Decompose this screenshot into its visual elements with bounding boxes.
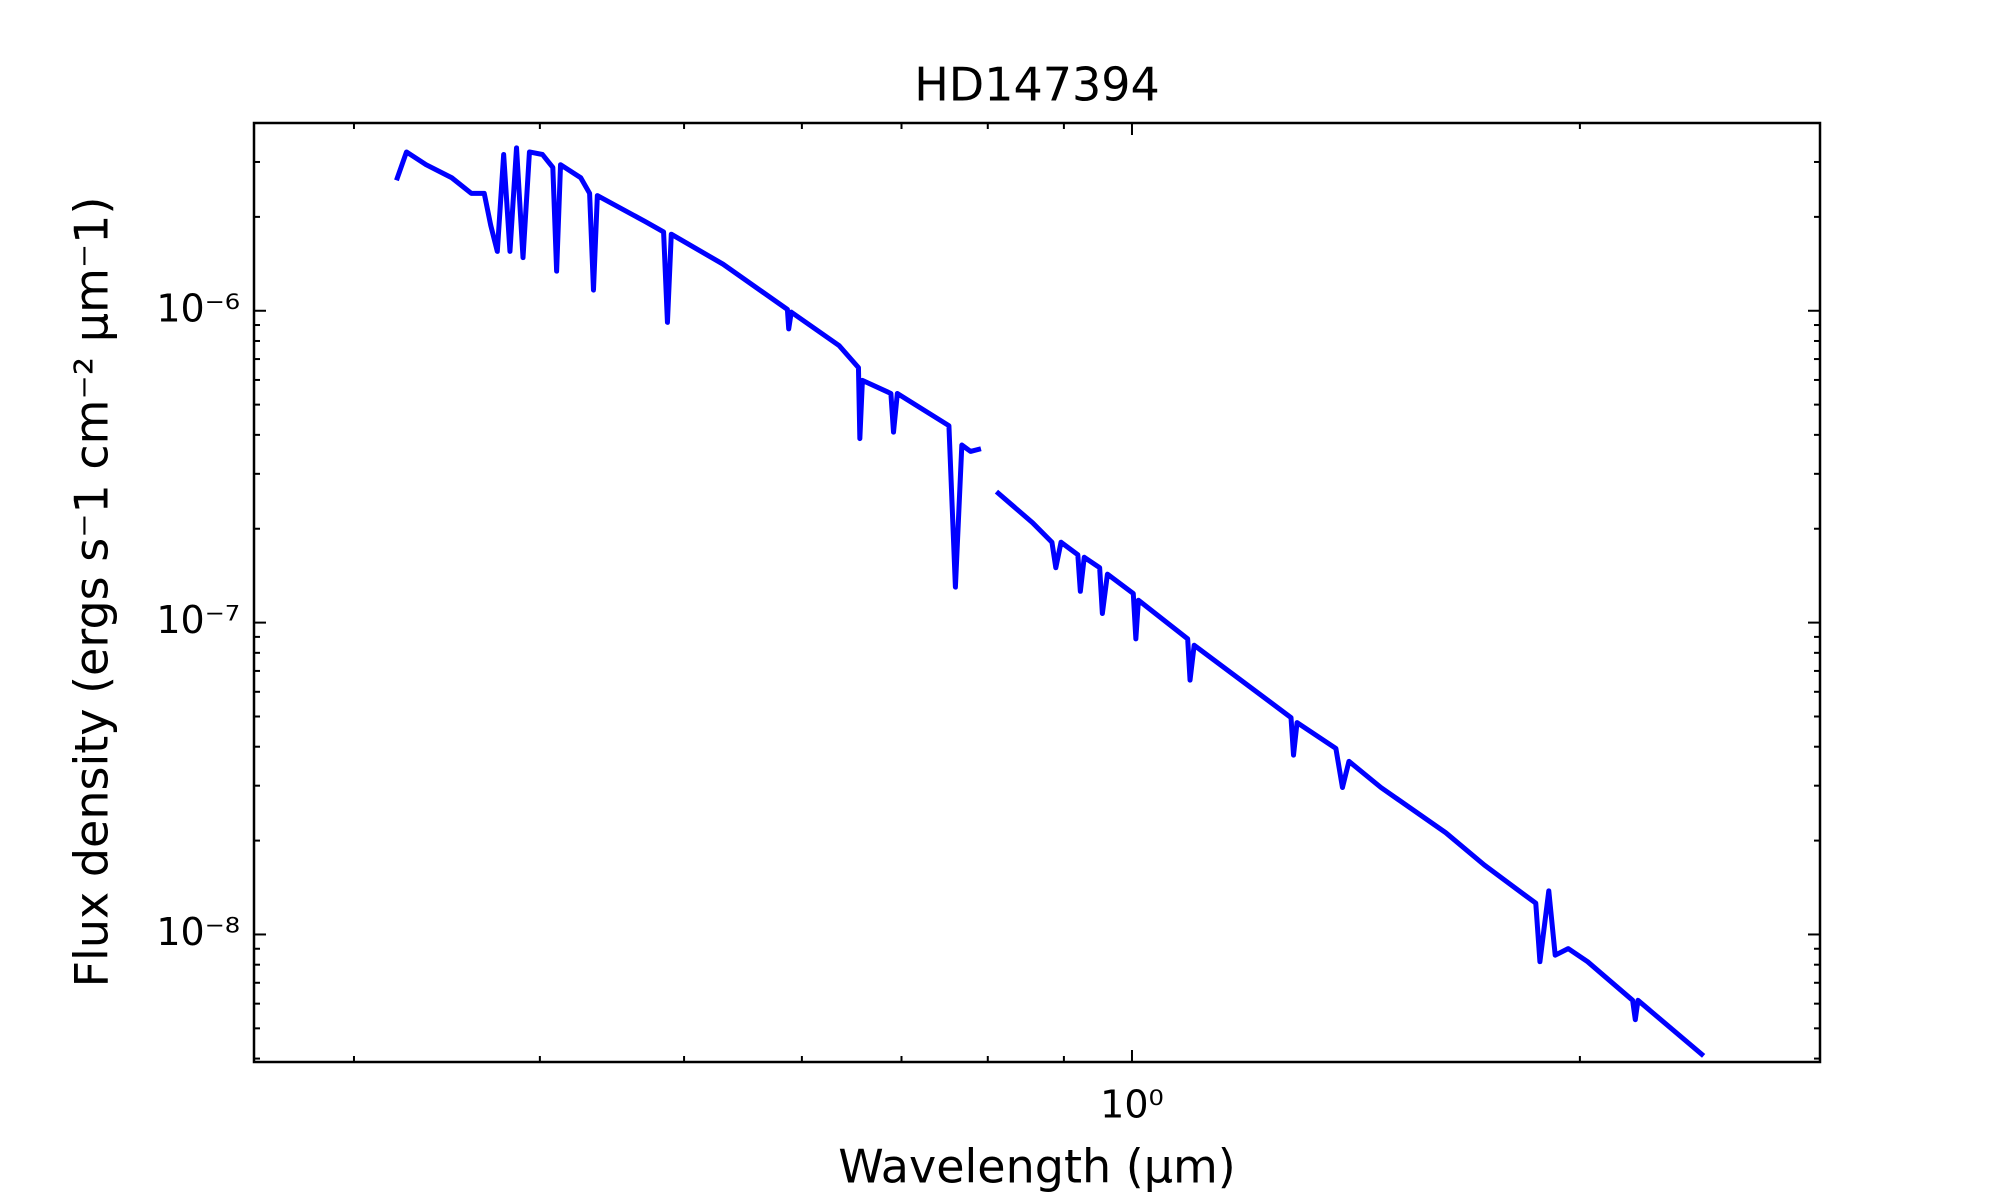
plot-frame	[252, 121, 1822, 1064]
y-axis-label: Flux density (ergs s⁻1 cm⁻² μm⁻1)	[65, 197, 119, 988]
y-tick-label: 10⁻⁷	[156, 598, 240, 642]
chart-title: HD147394	[914, 58, 1160, 112]
y-tick-label: 10⁻⁸	[156, 910, 240, 954]
x-tick-label: 10⁰	[1100, 1083, 1164, 1127]
x-axis-label: Wavelength (μm)	[838, 1140, 1235, 1194]
y-tick-label: 10⁻⁶	[156, 286, 240, 330]
spectrum-line	[394, 145, 1706, 1058]
